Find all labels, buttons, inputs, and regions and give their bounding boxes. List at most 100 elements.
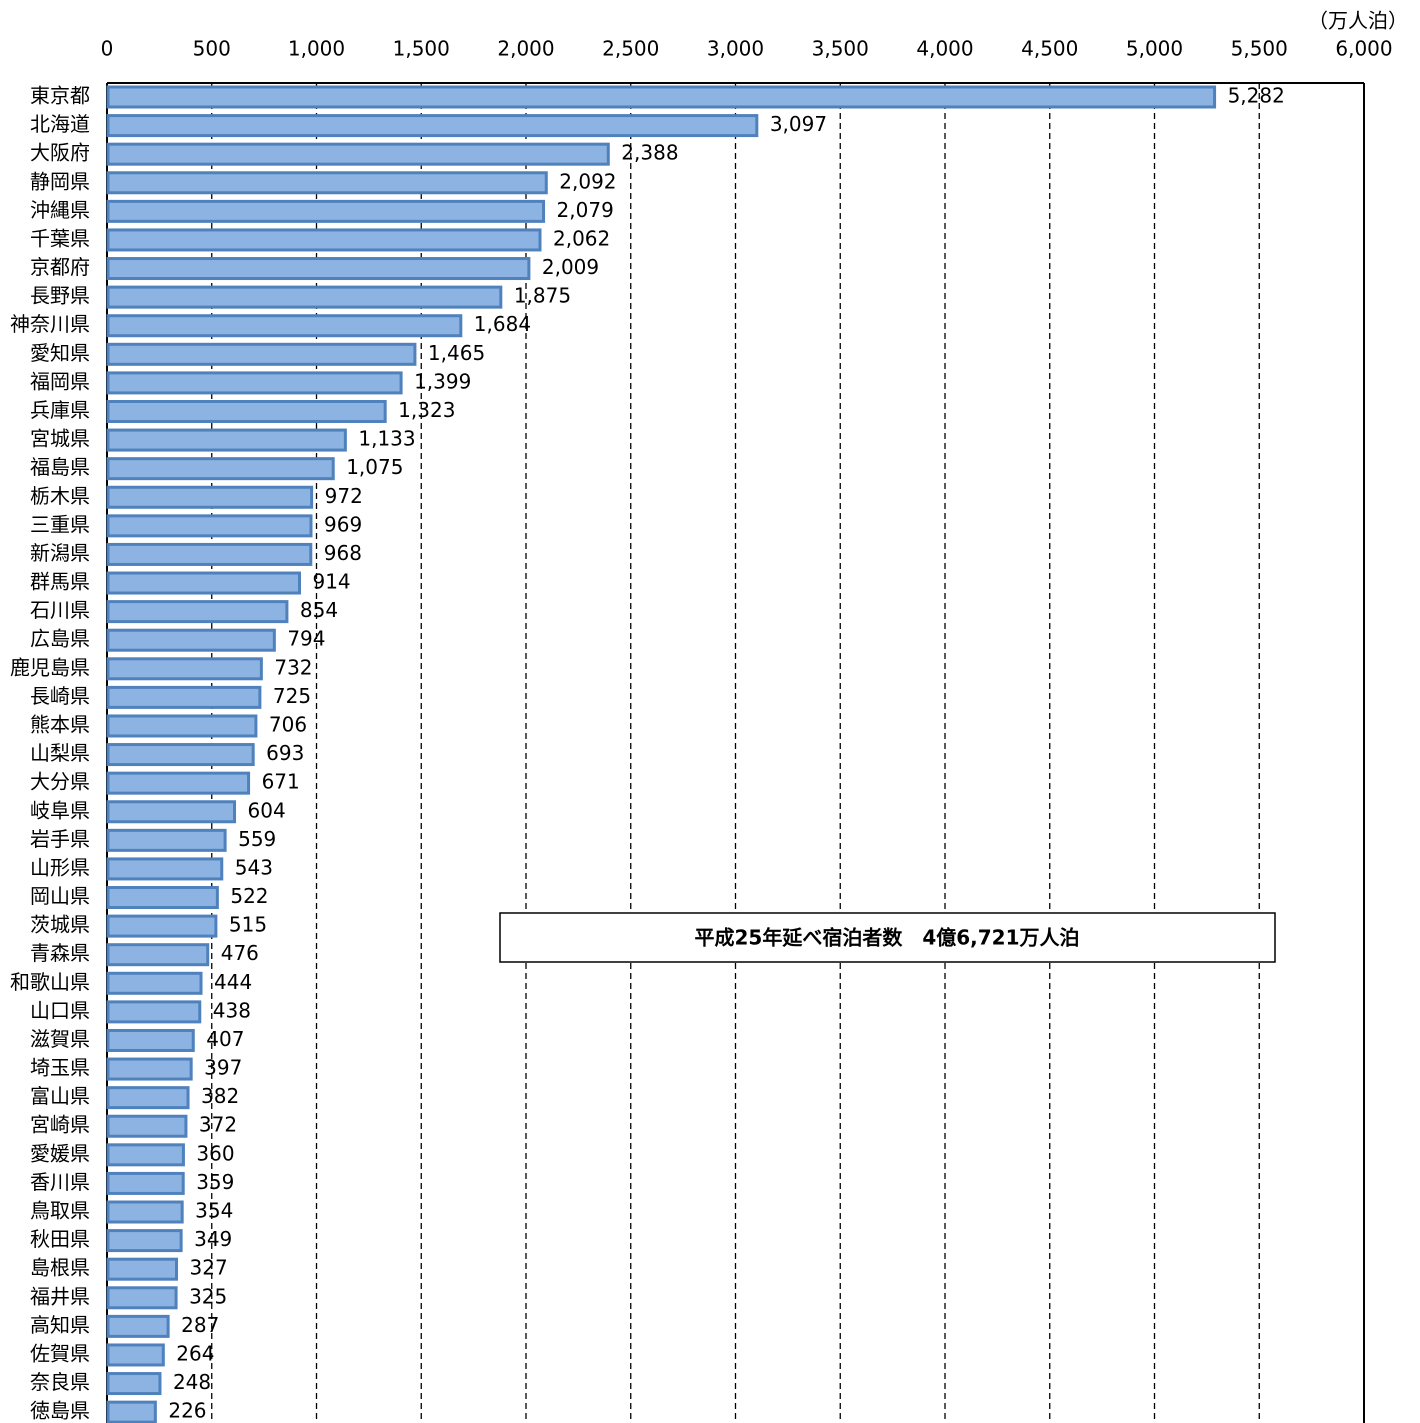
y-tick-label: 岩手県 [30,827,90,851]
y-tick-label: 三重県 [30,512,90,536]
y-tick-label: 静岡県 [30,169,90,193]
value-label: 397 [204,1056,242,1080]
value-label: 725 [273,684,311,708]
value-label: 2,062 [553,226,610,250]
y-tick-label: 愛知県 [30,341,90,365]
value-label: 264 [176,1341,214,1365]
x-tick-label: 3,000 [707,37,764,61]
bar [106,1372,162,1396]
value-label: 248 [173,1370,211,1394]
y-tick-label: 奈良県 [30,1370,90,1394]
value-label: 1,465 [428,341,485,365]
value-label: 1,399 [414,369,471,393]
y-tick-label: 北海道 [30,112,90,136]
bar [106,1143,185,1167]
y-tick-label: 福井県 [30,1284,90,1308]
value-label: 968 [324,541,362,565]
y-tick-label: 群馬県 [30,570,90,594]
x-tick-label: 500 [193,37,231,61]
value-label: 3,097 [770,112,827,136]
x-tick-label: 5,500 [1231,37,1288,61]
annotation-box [499,912,1276,963]
y-tick-label: 新潟県 [30,541,90,565]
y-tick-label: 青森県 [30,941,90,965]
bar [106,1314,170,1338]
bar [106,1229,183,1253]
y-tick-label: 福島県 [30,455,90,479]
value-label: 1,075 [346,455,403,479]
bar [106,714,258,738]
y-tick-label: 香川県 [30,1170,90,1194]
bar [106,743,255,767]
value-label: 972 [325,484,363,508]
bar [106,886,219,910]
y-tick-label: 和歌山県 [10,970,90,994]
y-tick-label: 山梨県 [30,741,90,765]
y-tick-label: 宮崎県 [30,1113,90,1137]
bar [106,914,218,938]
bar [106,257,531,281]
y-tick-label: 宮城県 [30,427,90,451]
value-label: 515 [229,913,267,937]
bar [106,228,542,252]
value-label: 1,133 [358,427,415,451]
bar [106,1257,179,1281]
value-label: 693 [266,741,304,765]
y-tick-label: 茨城県 [30,913,90,937]
y-tick-label: 熊本県 [30,712,90,736]
value-label: 854 [300,598,338,622]
bar [106,514,313,538]
bar [106,828,227,852]
value-label: 559 [238,827,276,851]
bar [106,399,387,423]
x-tick-label: 5,000 [1126,37,1183,61]
value-label: 287 [181,1313,219,1337]
value-label: 2,079 [557,198,614,222]
bar [106,571,301,595]
bar [106,371,403,395]
value-label: 543 [235,855,273,879]
y-tick-label: 兵庫県 [30,398,90,422]
y-tick-label: 富山県 [30,1084,90,1108]
x-tick-label: 1,500 [393,37,450,61]
bar [106,1343,165,1367]
y-tick-label: 島根県 [30,1256,90,1280]
value-label: 1,684 [474,312,531,336]
y-tick-label: 東京都 [30,84,90,108]
value-label: 444 [214,970,252,994]
bar [106,314,463,338]
bar [106,1286,178,1310]
bar [106,428,347,452]
bar [106,114,759,138]
bar [106,1171,185,1195]
bar [106,971,203,995]
value-label: 5,282 [1228,84,1285,108]
y-tick-label: 山口県 [30,998,90,1022]
x-tick-label: 4,000 [916,37,973,61]
value-label: 794 [287,627,325,651]
bar [106,457,335,481]
x-tick-label: 3,500 [812,37,869,61]
value-label: 327 [190,1256,228,1280]
y-tick-label: 滋賀県 [30,1027,90,1051]
bar [106,600,289,624]
y-tick-label: 徳島県 [30,1399,90,1423]
value-label: 2,009 [542,255,599,279]
bar [106,771,251,795]
bar [106,1086,190,1110]
value-label: 1,323 [398,398,455,422]
y-tick-label: 大分県 [30,770,90,794]
value-label: 360 [196,1141,234,1165]
y-tick-label: 広島県 [30,627,90,651]
x-tick-label: 2,000 [497,37,554,61]
y-tick-label: 秋田県 [30,1227,90,1251]
y-tick-label: 佐賀県 [30,1341,90,1365]
value-label: 604 [248,798,286,822]
y-tick-label: 高知県 [30,1313,90,1337]
y-tick-label: 鳥取県 [30,1199,90,1223]
y-tick-label: 岡山県 [30,884,90,908]
bar [106,628,276,652]
value-label: 372 [199,1113,237,1137]
y-tick-label: 鹿児島県 [10,655,90,679]
bar [106,285,503,309]
